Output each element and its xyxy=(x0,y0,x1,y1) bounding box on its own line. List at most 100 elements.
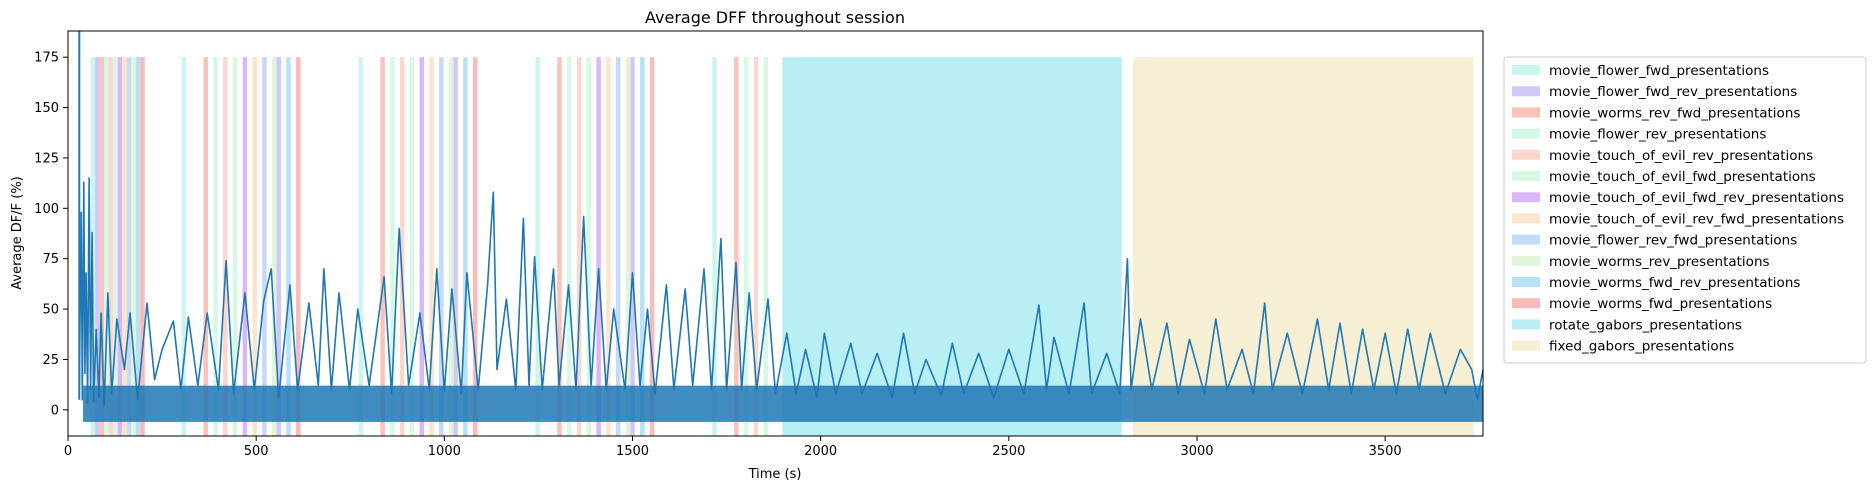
dff-trace-baseline xyxy=(83,385,1483,422)
legend-swatch-movie-flower-fwd-rev-presentations xyxy=(1512,86,1540,97)
y-tick-label-50: 50 xyxy=(42,303,59,318)
y-tick-label-175: 175 xyxy=(34,51,59,66)
stimulus-band-movie-worms-fwd-presentations-1 xyxy=(296,57,301,436)
stimulus-band-movie-worms-rev-presentations-1 xyxy=(271,57,277,436)
stimulus-band-movie-flower-rev-presentations-1 xyxy=(213,57,218,436)
y-tick-label-75: 75 xyxy=(42,252,59,267)
stimulus-band-movie-worms-fwd-rev-presentations-2 xyxy=(463,57,468,436)
x-tick-label-2500: 2500 xyxy=(992,444,1025,459)
stimulus-band-movie-touch-of-evil-rev-presentations-2 xyxy=(399,57,405,436)
legend-swatch-movie-touch-of-evil-fwd-rev-presentations xyxy=(1512,192,1540,203)
legend-swatch-movie-flower-rev-fwd-presentations xyxy=(1512,234,1540,245)
stimulus-band-movie-worms-rev-fwd-presentations-2 xyxy=(380,57,385,436)
chart-title: Average DFF throughout session xyxy=(645,8,905,27)
stimulus-band-movie-worms-rev-fwd-presentations-4 xyxy=(734,57,739,436)
stimulus-band-movie-touch-of-evil-fwd-rev-presentations-3 xyxy=(596,57,601,436)
y-tick-label-125: 125 xyxy=(34,151,59,166)
y-axis-ticks: 0 25 50 75 100 125 150 175 xyxy=(34,51,68,418)
legend-swatch-rotate-gabors-presentations xyxy=(1512,319,1540,330)
legend-label-movie-touch-of-evil-fwd-rev-presentations: movie_touch_of_evil_fwd_rev_presentation… xyxy=(1549,190,1844,206)
stimulus-band-movie-touch-of-evil-rev-fwd-presentations-2 xyxy=(429,57,434,436)
stimulus-band-fixed-gabors-presentations-0 xyxy=(1133,57,1474,436)
y-axis-label: Average DF/F (%) xyxy=(10,176,25,290)
stimulus-band-movie-flower-rev-fwd-presentations-0 xyxy=(126,57,132,436)
stimulus-band-movie-flower-fwd-rev-presentations-0 xyxy=(95,57,100,436)
x-tick-label-500: 500 xyxy=(244,444,269,459)
dff-trace xyxy=(78,31,1484,422)
stimulus-band-movie-worms-fwd-rev-presentations-1 xyxy=(286,57,291,436)
stimulus-band-movie-touch-of-evil-fwd-rev-presentations-2 xyxy=(419,57,425,436)
stimulus-band-movie-flower-fwd-presentations-4 xyxy=(712,57,717,436)
legend: movie_flower_fwd_presentations movie_flow… xyxy=(1503,56,1867,364)
stimulus-band-movie-touch-of-evil-rev-presentations-1 xyxy=(223,57,228,436)
legend-label-movie-worms-fwd-presentations: movie_worms_fwd_presentations xyxy=(1549,296,1772,312)
stimulus-band-movie-worms-rev-fwd-presentations-3 xyxy=(557,57,562,436)
stimulus-band-movie-touch-of-evil-rev-fwd-presentations-1 xyxy=(252,57,257,436)
x-tick-label-0: 0 xyxy=(64,444,72,459)
stimulus-band-movie-worms-rev-presentations-0 xyxy=(131,57,136,436)
y-tick-label-150: 150 xyxy=(34,101,59,116)
legend-label-fixed-gabors-presentations: fixed_gabors_presentations xyxy=(1549,339,1734,355)
stimulus-band-movie-flower-rev-fwd-presentations-3 xyxy=(615,57,621,436)
legend-label-movie-worms-rev-fwd-presentations: movie_worms_rev_fwd_presentations xyxy=(1549,105,1800,121)
stimulus-band-movie-touch-of-evil-fwd-presentations-3 xyxy=(586,57,592,436)
legend-swatch-movie-worms-fwd-presentations xyxy=(1512,298,1540,309)
stimulus-band-movie-worms-rev-presentations-3 xyxy=(625,57,631,436)
x-axis-label: Time (s) xyxy=(748,467,802,482)
stimulus-band-movie-flower-fwd-presentations-1 xyxy=(181,57,187,436)
y-tick-label-100: 100 xyxy=(34,202,59,217)
x-tick-label-1500: 1500 xyxy=(616,444,649,459)
stimulus-band-movie-flower-fwd-rev-presentations-3 xyxy=(630,57,635,436)
legend-swatch-movie-worms-rev-presentations xyxy=(1512,255,1540,266)
legend-label-rotate-gabors-presentations: rotate_gabors_presentations xyxy=(1549,317,1742,333)
x-tick-label-2000: 2000 xyxy=(804,444,837,459)
legend-swatch-fixed-gabors-presentations xyxy=(1512,340,1540,351)
stimulus-band-movie-flower-rev-presentations-3 xyxy=(567,57,572,436)
x-tick-label-1000: 1000 xyxy=(428,444,461,459)
stimulus-band-movie-flower-fwd-rev-presentations-2 xyxy=(453,57,458,436)
stimulus-band-movie-touch-of-evil-rev-fwd-presentations-0 xyxy=(122,57,127,436)
stimulus-band-movie-touch-of-evil-fwd-rev-presentations-1 xyxy=(242,57,248,436)
y-tick-label-25: 25 xyxy=(42,353,59,368)
legend-swatch-movie-flower-rev-presentations xyxy=(1512,128,1540,139)
legend-label-movie-touch-of-evil-rev-fwd-presentations: movie_touch_of_evil_rev_fwd_presentation… xyxy=(1549,211,1844,227)
x-axis-ticks: 0 500 1000 1500 2000 2500 3000 3500 xyxy=(64,436,1402,459)
y-tick-label-0: 0 xyxy=(51,403,59,418)
x-tick-label-3000: 3000 xyxy=(1180,444,1213,459)
stimulus-band-movie-worms-fwd-presentations-2 xyxy=(472,57,478,436)
stimulus-band-movie-worms-fwd-rev-presentations-0 xyxy=(135,57,141,436)
legend-label-movie-touch-of-evil-rev-presentations: movie_touch_of_evil_rev_presentations xyxy=(1549,148,1813,164)
stimulus-band-movie-touch-of-evil-fwd-presentations-4 xyxy=(763,57,768,436)
stimulus-band-movie-touch-of-evil-fwd-presentations-1 xyxy=(232,57,238,436)
stimulus-band-movie-flower-rev-presentations-2 xyxy=(390,57,395,436)
stimulus-band-movie-touch-of-evil-rev-fwd-presentations-3 xyxy=(606,57,611,436)
stimulus-band-movie-flower-rev-fwd-presentations-1 xyxy=(262,57,267,436)
stimulus-band-movie-worms-fwd-presentations-0 xyxy=(140,57,145,436)
legend-label-movie-touch-of-evil-fwd-presentations: movie_touch_of_evil_fwd_presentations xyxy=(1549,169,1816,185)
legend-label-movie-flower-rev-presentations: movie_flower_rev_presentations xyxy=(1549,127,1766,143)
x-tick-label-3500: 3500 xyxy=(1369,444,1402,459)
legend-label-movie-flower-fwd-presentations: movie_flower_fwd_presentations xyxy=(1549,63,1769,79)
legend-label-movie-flower-fwd-rev-presentations: movie_flower_fwd_rev_presentations xyxy=(1549,84,1797,100)
stimulus-band-movie-flower-rev-presentations-0 xyxy=(104,57,109,436)
stimulus-band-rotate-gabors-presentations-0 xyxy=(782,57,1122,436)
legend-label-movie-worms-rev-presentations: movie_worms_rev_presentations xyxy=(1549,254,1770,270)
stimulus-band-movie-worms-rev-fwd-presentations-1 xyxy=(203,57,208,436)
legend-swatch-movie-touch-of-evil-fwd-presentations xyxy=(1512,171,1540,181)
stimulus-band-movie-worms-fwd-rev-presentations-3 xyxy=(640,57,645,436)
stimulus-bands xyxy=(90,57,1474,436)
legend-swatch-movie-flower-fwd-presentations xyxy=(1512,65,1540,75)
stimulus-band-movie-flower-fwd-presentations-3 xyxy=(535,57,540,436)
legend-label-movie-flower-rev-fwd-presentations: movie_flower_rev_fwd_presentations xyxy=(1549,233,1797,249)
stimulus-band-movie-worms-rev-fwd-presentations-0 xyxy=(99,57,105,436)
legend-swatch-movie-touch-of-evil-rev-presentations xyxy=(1512,149,1540,160)
stimulus-band-movie-touch-of-evil-rev-presentations-3 xyxy=(576,57,582,436)
stimulus-band-movie-touch-of-evil-fwd-presentations-0 xyxy=(113,57,118,436)
legend-swatch-movie-touch-of-evil-rev-fwd-presentations xyxy=(1512,213,1540,224)
stimulus-band-movie-worms-rev-presentations-2 xyxy=(448,57,454,436)
stimulus-band-movie-flower-rev-presentations-4 xyxy=(743,57,749,436)
stimulus-band-movie-worms-fwd-presentations-3 xyxy=(649,57,655,436)
stimulus-band-movie-touch-of-evil-fwd-presentations-2 xyxy=(409,57,415,436)
stimulus-band-movie-touch-of-evil-rev-presentations-4 xyxy=(753,57,759,436)
